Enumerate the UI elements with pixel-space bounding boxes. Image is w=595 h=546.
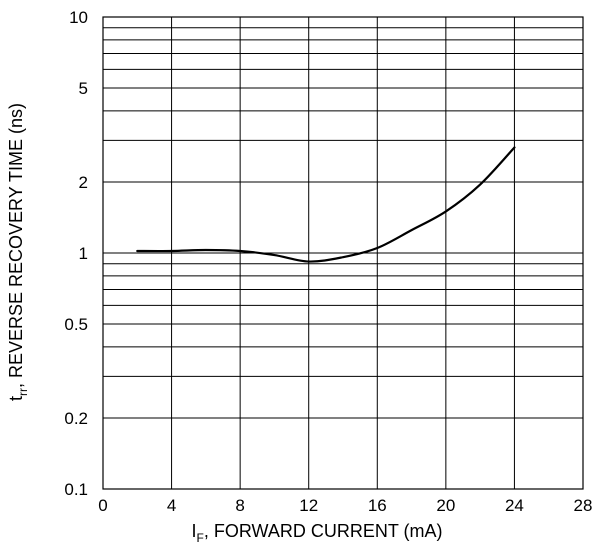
x-tick-label: 0	[98, 496, 107, 515]
y-tick-label: 10	[69, 8, 88, 27]
y-tick-label: 0.2	[64, 409, 88, 428]
x-tick-label: 12	[299, 496, 318, 515]
data-point	[239, 250, 241, 252]
data-point	[205, 249, 207, 251]
y-tick-label: 2	[79, 173, 88, 192]
y-tick-label: 0.1	[64, 480, 88, 499]
x-tick-label: 24	[505, 496, 524, 515]
data-point	[170, 250, 173, 252]
y-tick-labels: 0.1 0.2 0.5 1 2 5 10	[64, 8, 88, 499]
data-point	[308, 260, 310, 263]
x-axis-label: IF, FORWARD CURRENT (mA)	[191, 521, 442, 545]
x-tick-labels: 0 4 8 12 16 20 24 28	[98, 496, 592, 515]
x-tick-label: 16	[368, 496, 387, 515]
data-point	[479, 183, 481, 186]
y-tick-label: 5	[79, 79, 88, 98]
plot-frame	[102, 16, 584, 490]
data-point	[445, 210, 447, 213]
y-tick-label: 0.5	[64, 315, 88, 334]
x-tick-label: 20	[436, 496, 455, 515]
data-point	[410, 229, 413, 231]
x-tick-label: 28	[574, 496, 593, 515]
series-layer	[136, 146, 516, 263]
data-point	[342, 256, 344, 258]
data-point	[376, 247, 378, 249]
y-tick-label: 1	[79, 244, 88, 263]
y-axis-label: trr, REVERSE RECOVERY TIME (ns)	[6, 103, 30, 401]
horizontal-gridlines	[103, 16, 583, 490]
data-point	[136, 250, 138, 252]
data-point	[513, 146, 516, 149]
x-tick-label: 4	[167, 496, 176, 515]
series-line	[136, 146, 516, 263]
data-point	[273, 254, 276, 256]
x-tick-label: 8	[235, 496, 244, 515]
